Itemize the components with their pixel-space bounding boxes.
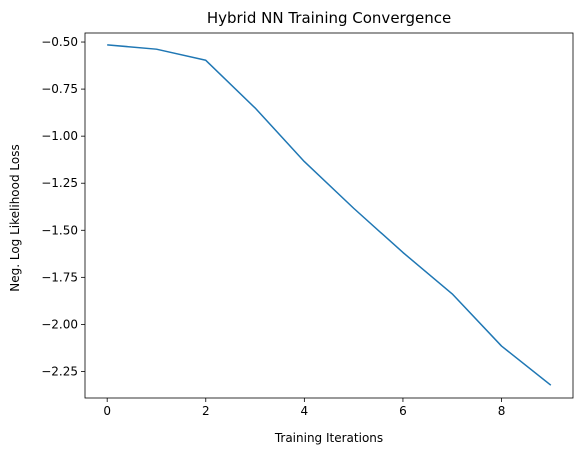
x-tick-label: 8 bbox=[498, 404, 506, 418]
y-tick-label: −2.00 bbox=[41, 317, 78, 331]
y-tick-label: −1.25 bbox=[41, 176, 78, 190]
y-tick-label: −2.25 bbox=[41, 364, 78, 378]
x-tick-label: 6 bbox=[399, 404, 407, 418]
x-axis-label: Training Iterations bbox=[274, 431, 383, 445]
x-tick-label: 0 bbox=[103, 404, 111, 418]
y-tick-label: −1.50 bbox=[41, 223, 78, 237]
y-tick-label: −1.00 bbox=[41, 129, 78, 143]
y-tick-label: −0.75 bbox=[41, 82, 78, 96]
x-tick-label: 4 bbox=[301, 404, 309, 418]
x-tick-label: 2 bbox=[202, 404, 210, 418]
y-axis-label: Neg. Log Likelihood Loss bbox=[8, 144, 22, 292]
y-tick-label: −0.50 bbox=[41, 35, 78, 49]
y-tick-label: −1.75 bbox=[41, 270, 78, 284]
chart-title: Hybrid NN Training Convergence bbox=[207, 9, 451, 27]
